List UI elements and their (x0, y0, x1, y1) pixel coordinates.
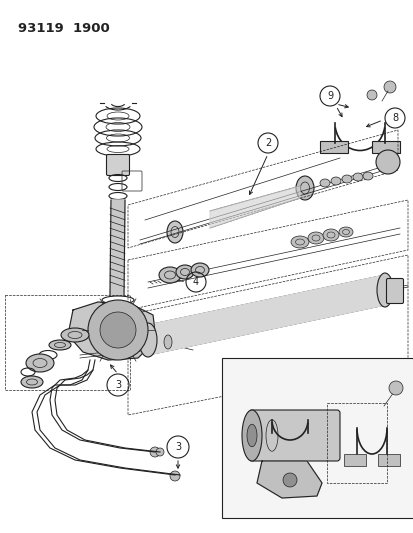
Circle shape (282, 473, 296, 487)
Circle shape (375, 150, 399, 174)
Circle shape (100, 312, 136, 348)
FancyBboxPatch shape (386, 279, 403, 303)
Text: 7: 7 (309, 498, 314, 507)
Circle shape (170, 471, 180, 481)
Circle shape (366, 90, 376, 100)
Polygon shape (68, 302, 156, 360)
Ellipse shape (307, 232, 323, 244)
Ellipse shape (242, 410, 261, 461)
Polygon shape (110, 200, 125, 295)
Ellipse shape (247, 424, 256, 447)
Text: 3: 3 (175, 442, 180, 452)
Ellipse shape (290, 236, 308, 248)
Bar (343, 454, 365, 466)
FancyBboxPatch shape (248, 410, 339, 461)
Polygon shape (147, 275, 384, 355)
Ellipse shape (376, 273, 392, 307)
Ellipse shape (341, 175, 351, 183)
Ellipse shape (159, 267, 180, 283)
Text: 6: 6 (251, 369, 256, 378)
Text: 4: 4 (370, 367, 376, 376)
Ellipse shape (176, 265, 194, 279)
Bar (377, 454, 399, 466)
Ellipse shape (338, 227, 352, 237)
Ellipse shape (26, 354, 54, 372)
FancyBboxPatch shape (106, 155, 129, 175)
Ellipse shape (61, 328, 89, 342)
Ellipse shape (330, 177, 340, 185)
Ellipse shape (164, 335, 171, 349)
Circle shape (156, 448, 164, 456)
Text: 1: 1 (380, 454, 386, 463)
Ellipse shape (21, 376, 43, 388)
Text: 5: 5 (309, 366, 314, 375)
Ellipse shape (190, 263, 209, 277)
Polygon shape (209, 186, 299, 228)
Bar (319, 141, 347, 153)
Bar (221, 358, 413, 518)
Text: 9: 9 (326, 91, 332, 101)
Ellipse shape (322, 229, 338, 241)
Text: 93119  1900: 93119 1900 (18, 22, 109, 35)
Text: 2: 2 (264, 138, 271, 148)
Circle shape (150, 447, 159, 457)
Polygon shape (256, 461, 321, 498)
Circle shape (383, 81, 395, 93)
Ellipse shape (319, 179, 329, 187)
Bar (371, 141, 399, 153)
Ellipse shape (352, 173, 362, 181)
Ellipse shape (139, 323, 157, 357)
Ellipse shape (49, 340, 71, 350)
Circle shape (388, 381, 402, 395)
Circle shape (88, 300, 147, 360)
Ellipse shape (362, 172, 372, 180)
Text: 4: 4 (192, 277, 199, 287)
Ellipse shape (295, 176, 313, 200)
Ellipse shape (166, 221, 183, 243)
Text: 3: 3 (115, 380, 121, 390)
Text: 8: 8 (391, 113, 397, 123)
